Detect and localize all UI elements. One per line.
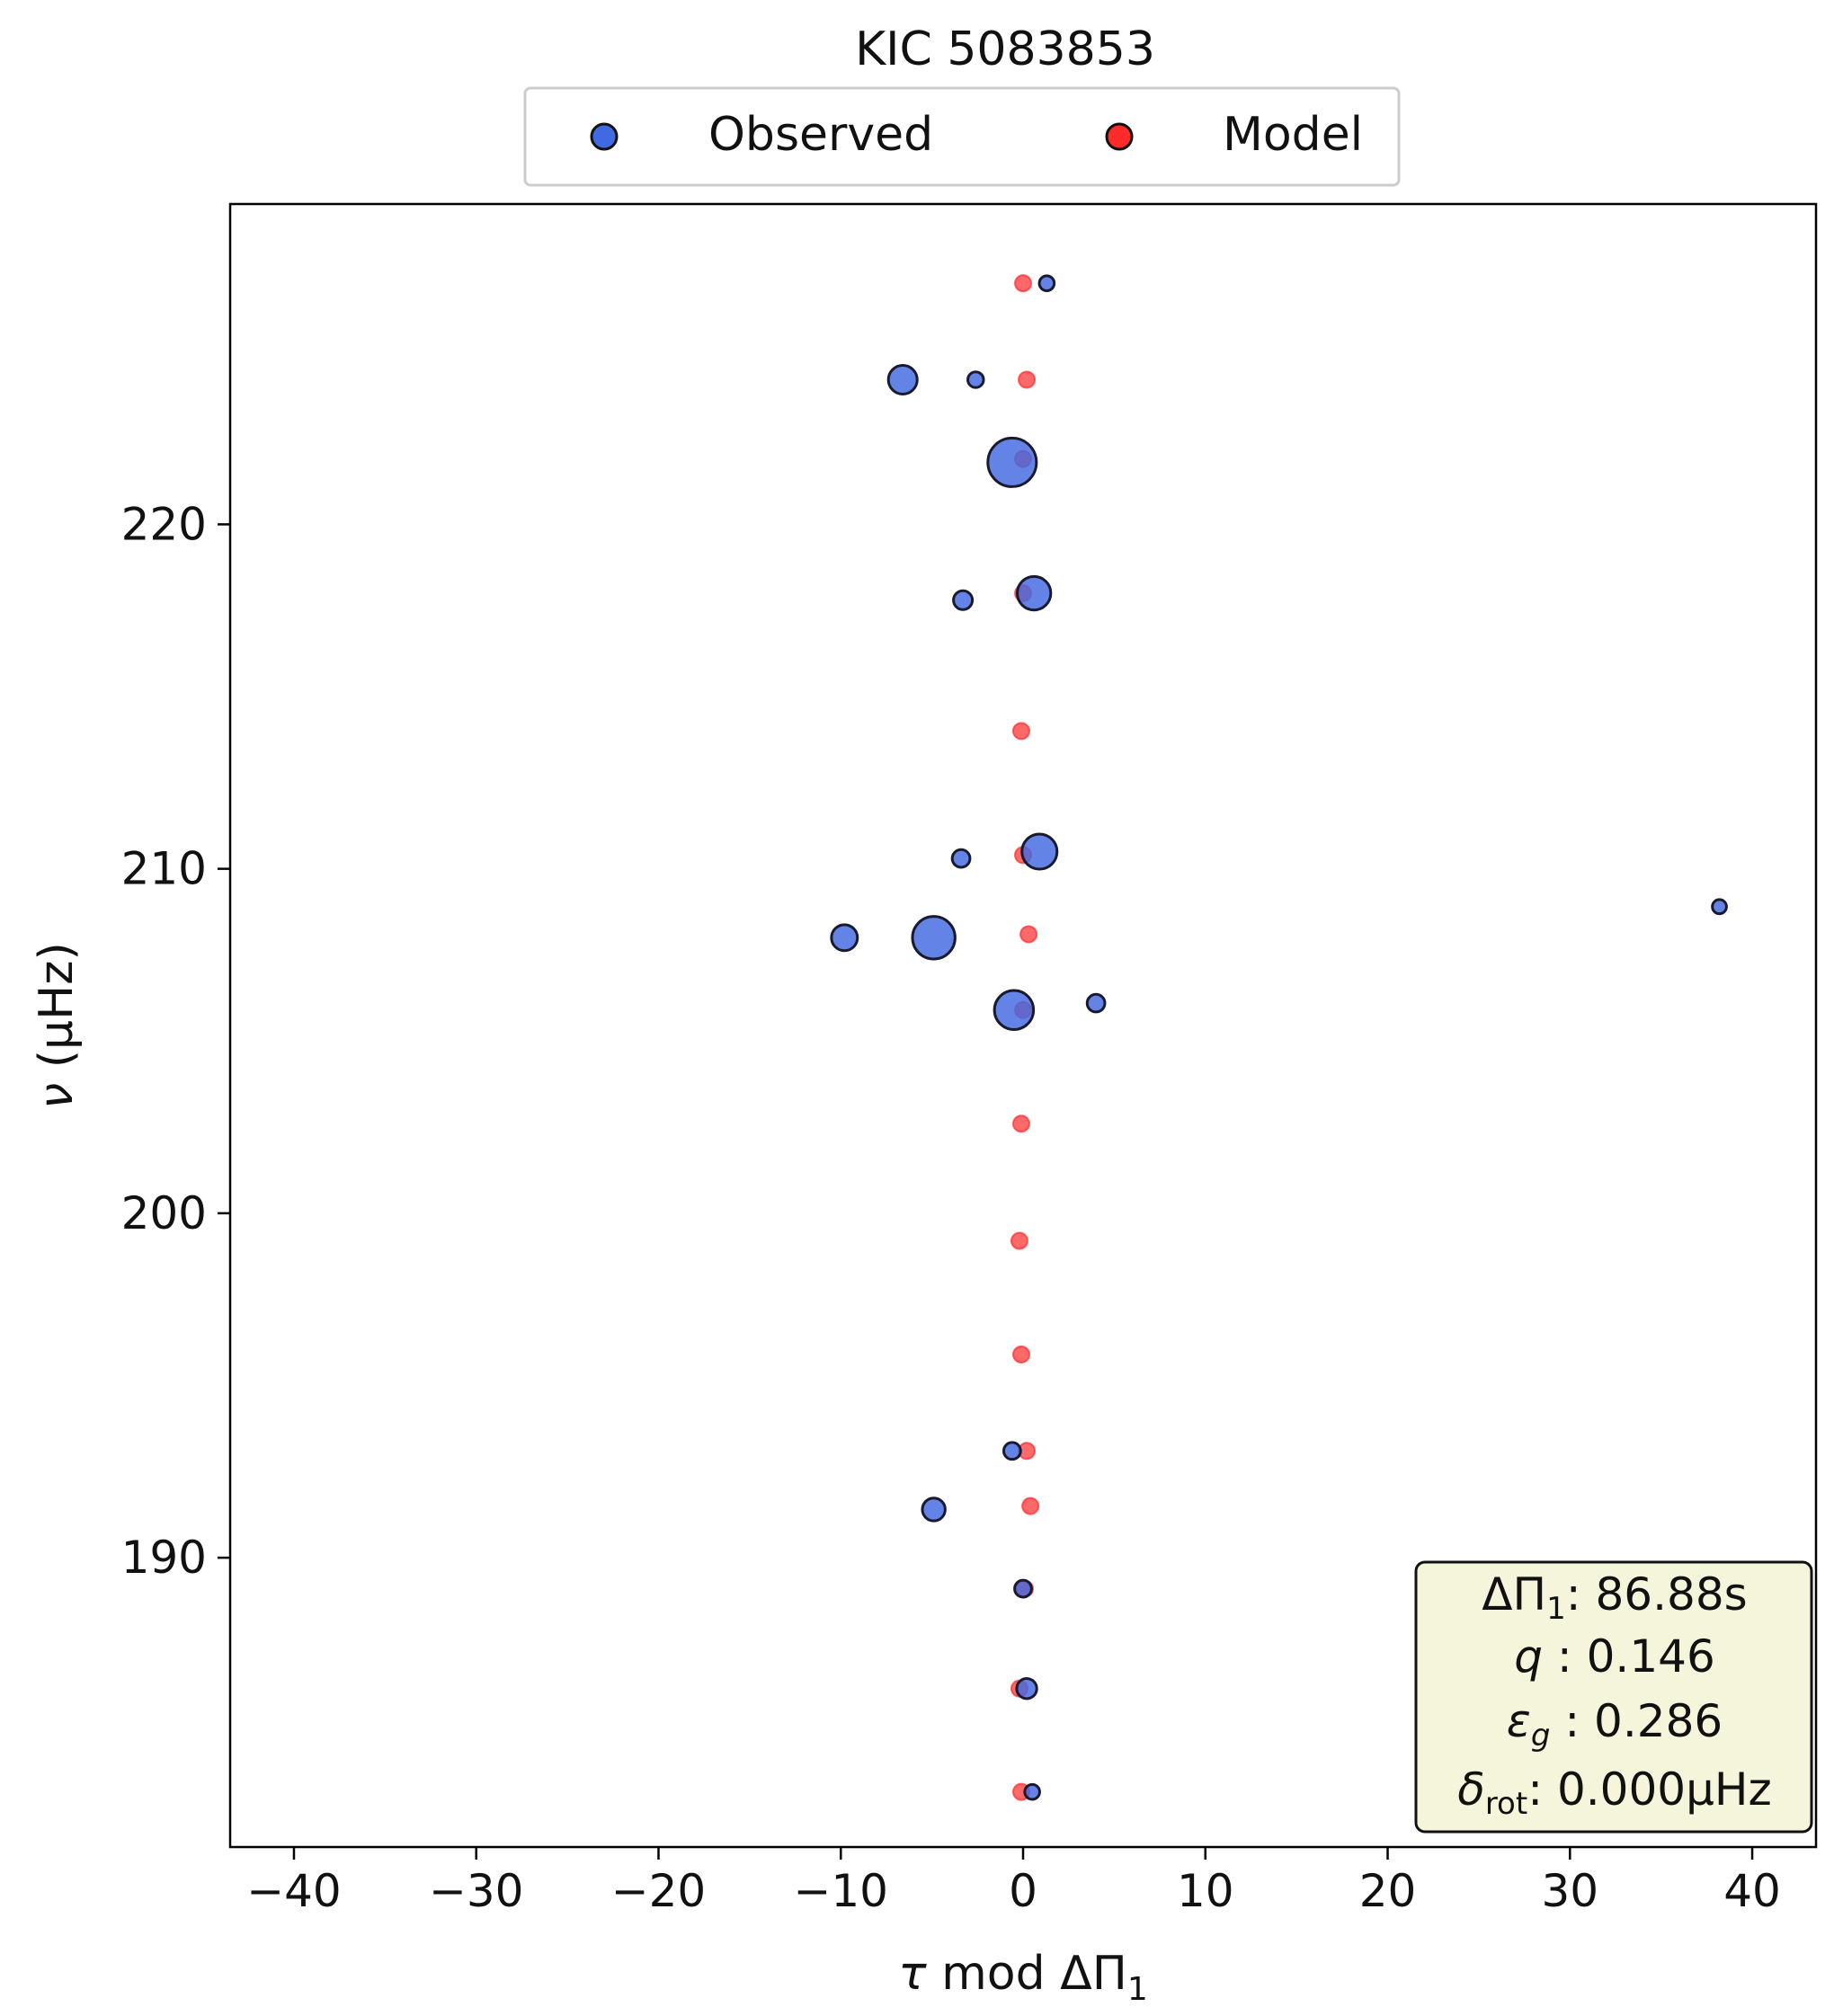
legend-label-model: Model bbox=[1223, 108, 1363, 162]
y-tick-label: 220 bbox=[121, 498, 207, 550]
x-axis-label: τ mod ΔΠ1 bbox=[898, 1947, 1147, 2008]
observed-point bbox=[966, 370, 985, 389]
model-point bbox=[1019, 925, 1038, 944]
model-point bbox=[1011, 722, 1030, 741]
x-tick-label: 30 bbox=[1541, 1865, 1598, 1917]
model-point bbox=[1014, 274, 1032, 293]
y-tick-label: 200 bbox=[121, 1187, 207, 1239]
x-axis: −40 −30 −20 −10 0 10 20 30 40 bbox=[246, 1847, 1781, 1917]
observed-point bbox=[1002, 1441, 1022, 1461]
legend: Observed Model bbox=[523, 86, 1401, 187]
observed-point bbox=[986, 436, 1038, 488]
fit-parameters-box: ΔΠ1: 86.88s q : 0.146 εg : 0.286 δrot: 0… bbox=[1414, 1560, 1813, 1834]
fit-parameters-frame bbox=[1414, 1560, 1813, 1834]
legend-marker-observed bbox=[590, 122, 619, 151]
legend-label-observed: Observed bbox=[708, 108, 933, 162]
x-tick-label: 10 bbox=[1177, 1865, 1234, 1917]
y-tick-label: 210 bbox=[121, 843, 207, 895]
x-tick-label: 40 bbox=[1723, 1865, 1781, 1917]
observed-point bbox=[921, 1496, 947, 1523]
legend-frame bbox=[523, 86, 1401, 187]
model-point bbox=[1010, 1231, 1028, 1250]
observed-point bbox=[830, 923, 859, 953]
observed-point bbox=[1013, 1578, 1033, 1599]
y-axis: 190 200 210 220 bbox=[121, 498, 230, 1584]
x-tick-label: −30 bbox=[429, 1865, 524, 1917]
model-series bbox=[1010, 274, 1040, 1801]
x-tick-label: −20 bbox=[611, 1865, 707, 1917]
model-point bbox=[1011, 1345, 1030, 1363]
observed-series bbox=[830, 274, 1728, 1801]
x-tick-label: 20 bbox=[1359, 1865, 1417, 1917]
param-period-spacing: ΔΠ1: 86.88s bbox=[1482, 1568, 1747, 1627]
observed-point bbox=[911, 915, 957, 961]
observed-point bbox=[886, 363, 919, 395]
chart-title: KIC 5083853 bbox=[855, 22, 1155, 76]
y-tick-label: 190 bbox=[121, 1532, 207, 1584]
param-coupling-q: q : 0.146 bbox=[1514, 1630, 1715, 1683]
legend-marker-model bbox=[1105, 122, 1134, 151]
observed-point bbox=[1016, 574, 1053, 612]
observed-point bbox=[950, 848, 972, 869]
observed-point bbox=[952, 589, 975, 611]
param-epsilon-g: εg : 0.286 bbox=[1507, 1695, 1723, 1754]
param-delta-rot: δrot: 0.000μHz bbox=[1457, 1763, 1772, 1822]
observed-point bbox=[1023, 1782, 1041, 1801]
observed-point bbox=[1711, 898, 1728, 916]
model-point bbox=[1021, 1496, 1040, 1515]
observed-point bbox=[1085, 992, 1107, 1014]
model-point bbox=[1018, 370, 1037, 389]
x-tick-label: −40 bbox=[246, 1865, 342, 1917]
observed-point bbox=[1037, 274, 1056, 292]
observed-point bbox=[1015, 1677, 1038, 1701]
observed-point bbox=[1020, 832, 1059, 871]
x-tick-label: −10 bbox=[793, 1865, 888, 1917]
y-axis-label: ν (μHz) bbox=[30, 942, 84, 1109]
x-tick-label: 0 bbox=[1009, 1865, 1037, 1917]
observed-point bbox=[993, 989, 1036, 1031]
model-point bbox=[1011, 1115, 1030, 1133]
